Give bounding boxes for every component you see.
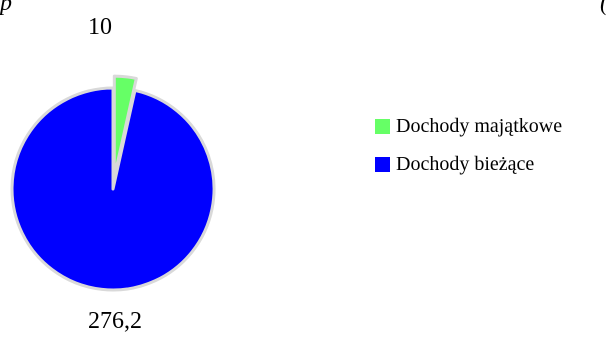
data-label-dochody-majatkowe: 10: [88, 14, 112, 40]
legend: Dochody majątkowe Dochody bieżące: [375, 115, 562, 175]
pie-slices: [10, 74, 216, 292]
legend-item-dochody-biezace: Dochody bieżące: [375, 153, 534, 175]
top-text-fragment-right: (: [600, 0, 610, 16]
top-text-fragment-left: p: [0, 0, 12, 16]
legend-label-dochody-biezace: Dochody bieżące: [396, 153, 534, 175]
legend-item-dochody-majatkowe: Dochody majątkowe: [375, 115, 562, 137]
legend-label-dochody-majatkowe: Dochody majątkowe: [396, 115, 562, 137]
pie-slice-dochody-biezace: [10, 86, 216, 292]
data-label-dochody-biezace: 276,2: [88, 308, 142, 334]
legend-swatch-dochody-majatkowe: [375, 119, 390, 134]
legend-swatch-dochody-biezace: [375, 157, 390, 172]
